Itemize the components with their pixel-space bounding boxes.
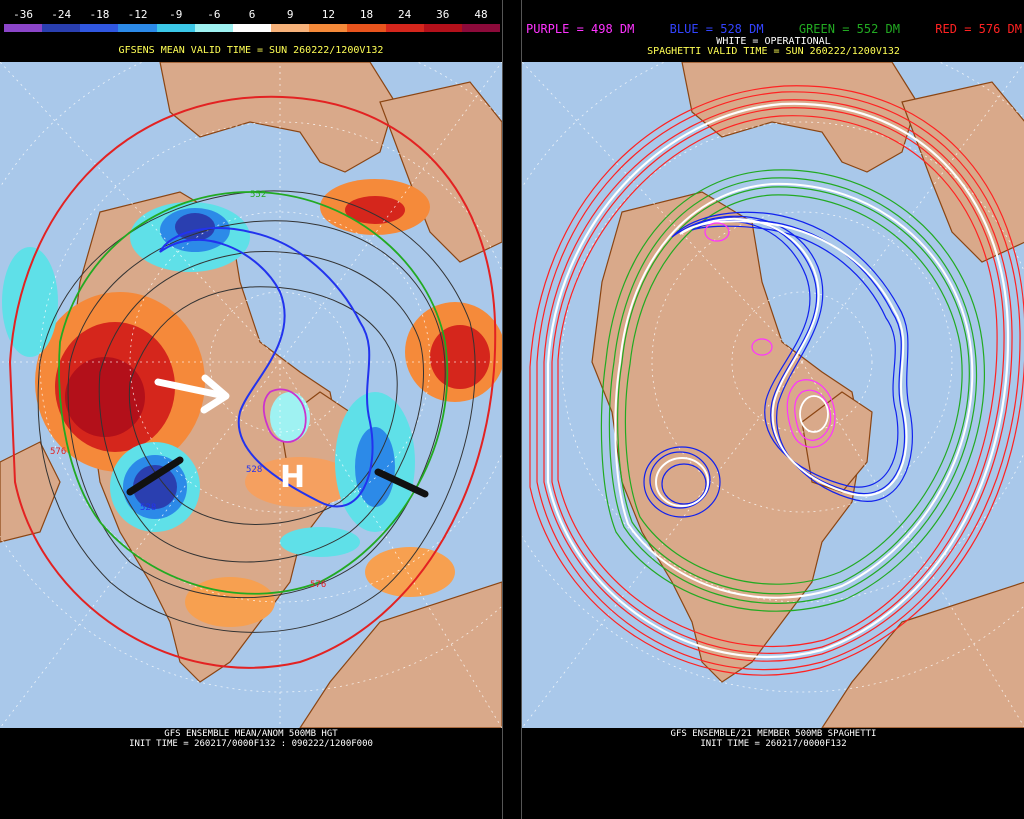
scale-label: 12 <box>321 8 335 21</box>
operational-498 <box>799 395 829 433</box>
spaghetti-panel: PURPLE = 498 DM BLUE = 528 DM GREEN = 552 … <box>521 0 1024 819</box>
anomaly-color-scale: -36 -24 -18 -12 -9 -6 6 9 12 18 24 36 48 <box>4 8 501 34</box>
anomaly-shading <box>2 179 502 627</box>
scale-label: 24 <box>398 8 412 21</box>
high-pressure-label: H <box>280 460 305 495</box>
scale-label: 18 <box>359 8 374 21</box>
left-footer-init: INIT TIME = 260217/0000F132 : 090222/120… <box>129 739 373 749</box>
spaghetti-498 <box>704 222 836 448</box>
scale-swatch <box>385 24 424 32</box>
contour-label-528: 528 <box>246 465 262 475</box>
contour-label-528-trough: 528 <box>140 503 156 513</box>
scale-swatch <box>423 24 462 32</box>
right-footer-title: GFS ENSEMBLE/21 MEMBER 500MB SPAGHETTI <box>670 729 877 739</box>
contour-label-552: 552 <box>250 190 266 200</box>
operational-528 <box>679 217 908 497</box>
scale-swatch <box>347 24 386 32</box>
legend-entry: PURPLE = 498 DM <box>526 22 635 36</box>
trough-axis-markers <box>126 456 429 498</box>
scale-swatch <box>194 24 233 32</box>
scale-label: 36 <box>436 8 450 21</box>
contour-552 <box>58 191 449 595</box>
scale-label: 6 <box>248 8 256 21</box>
scale-label: -12 <box>127 8 148 21</box>
right-footer: GFS ENSEMBLE/21 MEMBER 500MB SPAGHETTI I… <box>522 729 1024 749</box>
scale-labels: -36 -24 -18 -12 -9 -6 6 9 12 18 24 36 48 <box>4 8 500 22</box>
scale-swatch <box>461 24 501 32</box>
scale-label: -18 <box>89 8 110 21</box>
graticule <box>0 62 502 728</box>
scale-swatch <box>156 24 195 32</box>
left-valid-time-header: GFSENS MEAN VALID TIME = SUN 260222/1200… <box>118 45 384 56</box>
flow-arrow-icon <box>154 374 230 414</box>
scale-swatch <box>232 24 272 32</box>
spaghetti-552 <box>600 169 985 612</box>
operational-legend: WHITE = OPERATIONAL <box>716 36 831 47</box>
mean-anomaly-panel: -36 -24 -18 -12 -9 -6 6 9 12 18 24 36 48 GFSENS MEAN… <box>0 0 503 819</box>
operational-576 <box>546 102 1010 659</box>
scale-label: -6 <box>207 8 221 21</box>
scale-swatch <box>4 24 43 32</box>
left-footer-title: GFS ENSEMBLE MEAN/ANOM 500MB HGT <box>164 729 338 739</box>
contour-label-576-south: 576 <box>310 580 326 590</box>
spaghetti-576 <box>529 85 1024 676</box>
contour-576 <box>8 95 497 669</box>
scale-bar <box>4 24 501 32</box>
graticule <box>522 62 1024 728</box>
legend-entry: GREEN = 552 DM <box>798 22 901 36</box>
contour-color-legend: PURPLE = 498 DM BLUE = 528 DM GREEN = 552 … <box>526 22 1022 36</box>
contour-528 <box>159 227 374 508</box>
contour-label-576: 576 <box>50 447 66 457</box>
scale-label: 48 <box>474 8 488 21</box>
scale-swatch <box>118 24 157 32</box>
contour-498 <box>262 388 307 443</box>
scale-label: -36 <box>13 8 34 21</box>
scale-swatch <box>42 24 81 32</box>
legend-entry: RED = 576 DM <box>935 22 1022 36</box>
left-map: H 552 576 528 528 576 <box>0 62 502 728</box>
scale-label: 9 <box>286 8 294 21</box>
right-valid-time-header: SPAGHETTI VALID TIME = SUN 260222/1200V1… <box>647 46 900 57</box>
scale-swatch <box>309 24 348 32</box>
left-footer: GFS ENSEMBLE MEAN/ANOM 500MB HGT INIT TI… <box>0 729 502 749</box>
legend-entry: BLUE = 528 DM <box>669 22 764 36</box>
operational-552 <box>614 182 974 599</box>
operational-528-low <box>655 457 709 507</box>
scale-swatch <box>80 24 119 32</box>
scale-label: -9 <box>169 8 183 21</box>
scale-label: -24 <box>51 8 72 21</box>
right-footer-init: INIT TIME = 260217/0000F132 <box>700 739 847 749</box>
right-map <box>522 62 1024 728</box>
scale-swatch <box>271 24 310 32</box>
